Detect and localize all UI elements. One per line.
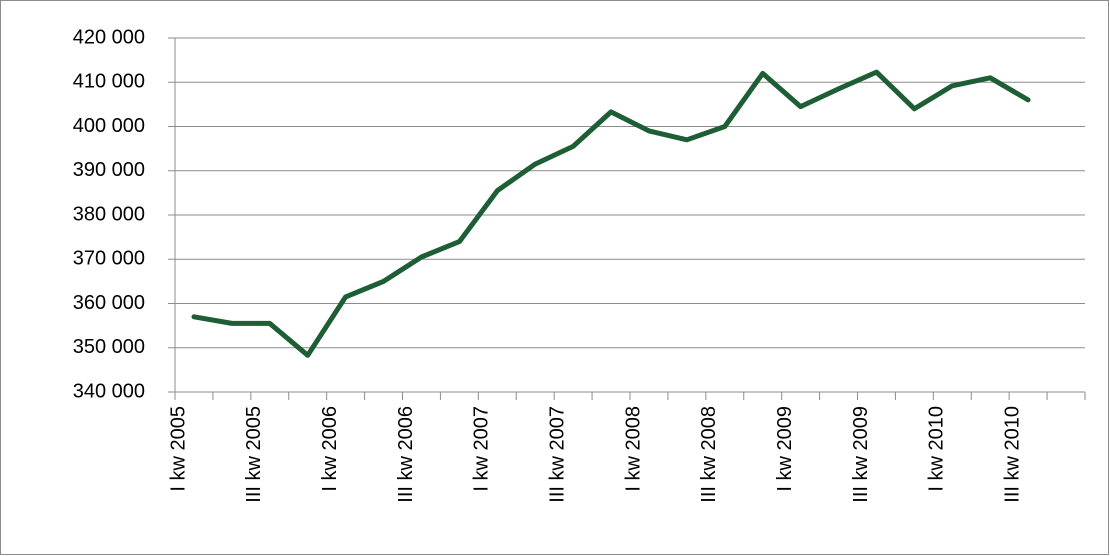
y-tick-label: 350 000: [73, 336, 145, 358]
y-tick-label: 400 000: [73, 115, 145, 137]
x-tick-label: I kw 2006: [319, 406, 341, 492]
x-tick-label: III kw 2006: [395, 406, 417, 503]
x-tick-label: I kw 2007: [471, 406, 493, 492]
x-tick-label: III kw 2010: [1001, 406, 1023, 503]
y-tick-label: 410 000: [73, 71, 145, 93]
x-tick-label: I kw 2008: [622, 406, 644, 492]
data-line: [191, 69, 1031, 358]
x-tick-label: I kw 2005: [167, 406, 189, 492]
y-tick-label: 360 000: [73, 292, 145, 314]
x-tick-label: III kw 2005: [243, 406, 265, 503]
y-tick-label: 420 000: [73, 26, 145, 48]
x-tick-label: I kw 2009: [774, 406, 796, 492]
x-tick-label: III kw 2007: [546, 406, 568, 503]
y-tick-label: 370 000: [73, 248, 145, 270]
x-tick-label: III kw 2008: [698, 406, 720, 503]
x-tick-label: I kw 2010: [926, 406, 948, 492]
x-tick-label: III kw 2009: [850, 406, 872, 503]
y-tick-label: 390 000: [73, 159, 145, 181]
y-tick-label: 380 000: [73, 203, 145, 225]
y-tick-label: 340 000: [73, 380, 145, 402]
